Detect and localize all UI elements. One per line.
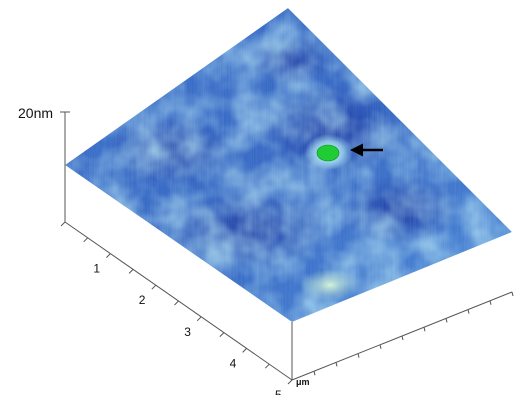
x-tick-label: 5 — [275, 388, 282, 395]
x-minor-tick — [106, 253, 111, 258]
x-minor-tick — [151, 284, 157, 290]
green-feature-dot — [316, 144, 340, 162]
z-scale-label: 20nm — [18, 105, 53, 121]
x-tick-label: 1 — [93, 262, 100, 276]
y-minor-tick — [423, 327, 426, 332]
x-minor-tick — [128, 269, 134, 274]
x-tick-label: 4 — [230, 356, 237, 370]
y-minor-tick — [357, 353, 360, 358]
minor-ticks — [60, 221, 514, 385]
x-tick-labels: 1 2 3 4 5 — [93, 262, 282, 395]
y-minor-tick — [467, 309, 470, 314]
x-minor-tick — [83, 237, 89, 243]
x-minor-tick — [264, 363, 270, 369]
surface — [65, 8, 512, 322]
x-tick-label: 2 — [139, 293, 146, 307]
x-minor-tick — [287, 379, 293, 385]
y-minor-tick — [401, 335, 404, 341]
y-minor-tick — [489, 300, 492, 305]
x-minor-tick — [196, 316, 202, 322]
arrow-icon — [350, 143, 383, 157]
x-minor-tick — [174, 300, 179, 306]
x-minor-tick — [242, 348, 247, 353]
x-minor-tick — [60, 221, 66, 227]
y-minor-tick — [313, 371, 316, 376]
x-minor-tick — [219, 332, 225, 337]
axis-unit-label: μm — [296, 377, 310, 387]
y-minor-tick — [335, 362, 338, 367]
y-minor-tick — [445, 318, 448, 323]
y-minor-tick — [379, 344, 382, 349]
x-tick-label: 3 — [184, 325, 191, 339]
y-minor-tick — [511, 291, 514, 297]
